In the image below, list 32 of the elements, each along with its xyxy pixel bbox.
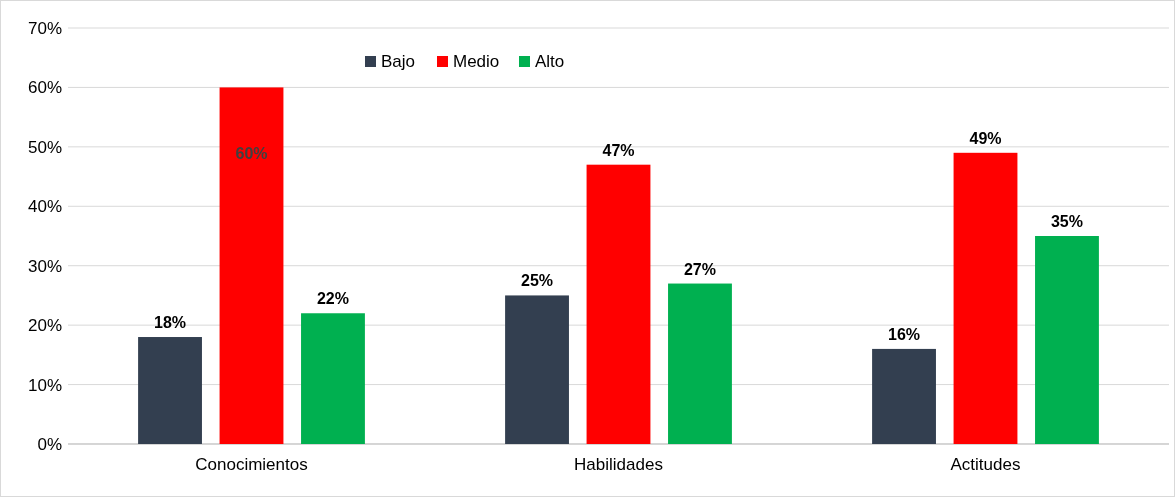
bar: [953, 152, 1018, 444]
y-tick-label: 20%: [27, 316, 62, 336]
bar: [138, 337, 202, 444]
data-label: 16%: [888, 325, 921, 343]
y-tick-label: 40%: [27, 197, 62, 217]
bar: [505, 295, 569, 444]
y-tick-label: 50%: [27, 137, 62, 157]
data-label: 47%: [602, 141, 635, 159]
x-tick-label: Habilidades: [574, 455, 663, 474]
legend-label: Bajo: [381, 52, 416, 71]
y-tick-label: 30%: [27, 256, 62, 276]
y-tick-label: 70%: [27, 19, 62, 38]
data-label: 18%: [154, 314, 187, 332]
y-tick-label: 0%: [37, 435, 62, 454]
x-tick-label: Conocimientos: [195, 455, 308, 474]
legend-label: Alto: [535, 52, 565, 71]
bar: [301, 313, 365, 444]
bar: [586, 164, 651, 444]
bar: [872, 348, 936, 444]
bar: [219, 87, 284, 444]
x-tick-label: Actitudes: [950, 455, 1021, 474]
data-label: 60%: [235, 145, 268, 163]
legend-label: Medio: [453, 52, 500, 71]
y-tick-label: 60%: [27, 78, 62, 98]
data-label: 22%: [316, 290, 349, 308]
bar: [1035, 236, 1099, 444]
y-tick-label: 10%: [27, 375, 62, 395]
data-label: 49%: [969, 129, 1002, 147]
bar: [668, 283, 732, 444]
data-label: 35%: [1050, 213, 1083, 230]
data-label: 27%: [683, 260, 716, 278]
data-label: 25%: [521, 272, 554, 290]
